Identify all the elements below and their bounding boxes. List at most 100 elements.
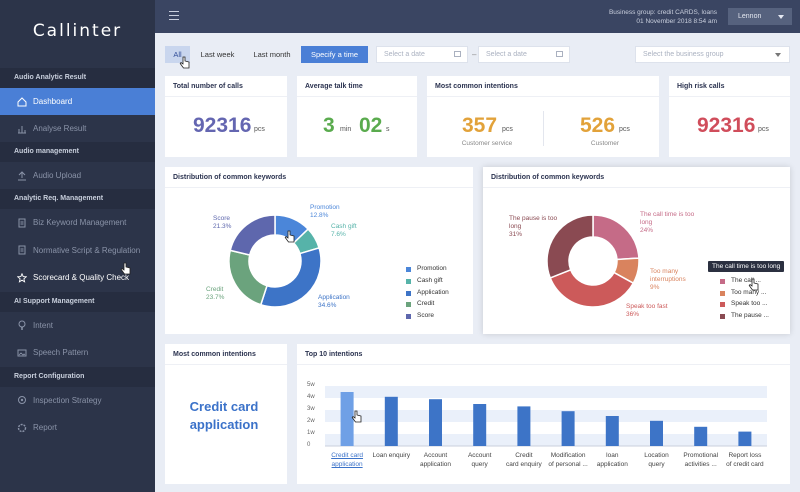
y-tick-label: 2w [307, 418, 315, 424]
business-group-select[interactable]: Select the business group [635, 46, 790, 63]
grid-band [325, 386, 767, 398]
legend-cash-gift[interactable]: Cash gift [406, 277, 443, 285]
legend-pause[interactable]: The pause ... [720, 312, 769, 320]
card-title: Most common intentions [173, 351, 256, 358]
legend-application[interactable]: Application [406, 289, 449, 297]
filter-last-month-button[interactable]: Last month [253, 50, 291, 59]
sidebar-item-scorecard[interactable]: Scorecard & Quality Check [0, 264, 155, 292]
upload-icon [18, 170, 26, 180]
date-from-input[interactable]: Select a date [376, 46, 468, 63]
label-credit: Credit 23.7% [206, 286, 225, 301]
bar-account-query[interactable] [473, 404, 487, 446]
bar-loan-enquiry[interactable] [384, 396, 398, 446]
total-calls-value: 92316 [193, 114, 252, 137]
bar-promotional-activities-[interactable] [694, 426, 708, 446]
x-tick-label[interactable]: Loan enquiry [372, 452, 411, 459]
bar-location-query[interactable] [650, 420, 663, 446]
sidebar-item-intent[interactable]: Intent [0, 312, 155, 340]
user-dropdown[interactable]: Lennon [728, 8, 792, 25]
top10-chart-card: Top 10 intentions [297, 344, 790, 484]
app-logo: Callinter [32, 21, 123, 41]
keywords-donut[interactable] [165, 167, 473, 334]
bar-loan-application[interactable] [605, 416, 619, 446]
donut-slice-credit[interactable] [228, 249, 268, 306]
intent-summary-card: Most common intentions [165, 344, 287, 484]
sidebar-item-label: Biz Keyword Management [33, 218, 127, 227]
sidebar-item-speech-pattern[interactable]: Speech Pattern [0, 339, 155, 367]
section-audio-analytic: Audio Analytic Result [0, 68, 155, 88]
common-intent-card: Most common intentions 357 pcs Customer … [427, 76, 659, 157]
x-tick-label[interactable]: Promotional activities ... [683, 452, 719, 468]
chevron-down-icon [778, 15, 784, 19]
donut-slice-score[interactable] [229, 214, 276, 256]
x-tick-label[interactable]: Credit card enquiry [506, 452, 542, 468]
avg-talk-card: Average talk time 3 min 02 s [297, 76, 417, 157]
card-title: Distribution of common keywords [173, 174, 287, 181]
donut-slice-the-pause-is-too-long[interactable] [546, 214, 594, 279]
label-call-time-too-long: The call time is too long 24% [640, 211, 695, 234]
card-title: Average talk time [305, 83, 363, 90]
sidebar-item-label: Audio Upload [33, 171, 82, 180]
y-tick-label: 1w [307, 430, 315, 436]
x-tick-label[interactable]: loan application [596, 452, 628, 468]
document-icon [18, 218, 26, 228]
risk-donut[interactable] [483, 167, 790, 334]
bar-credit-card-enquiry[interactable] [517, 406, 531, 446]
card-title: High risk calls [677, 83, 725, 90]
x-tick-label[interactable]: Credit card application [331, 452, 363, 468]
legend-call-time[interactable]: The call ... [720, 277, 761, 285]
legend-promotion[interactable]: Promotion [406, 265, 447, 273]
high-risk-value: 92316 [697, 114, 756, 137]
bar-account-application[interactable] [429, 399, 442, 446]
legend-score[interactable]: Score [406, 312, 434, 320]
bar-report-loss-of-credit-card[interactable] [738, 431, 752, 446]
sidebar-item-analyse-result[interactable]: Analyse Result [0, 115, 155, 142]
sidebar-item-report[interactable]: Report [0, 414, 155, 442]
filter-specify-time-button[interactable]: Specify a time [301, 46, 368, 63]
bar-modification-of-personal-[interactable] [561, 411, 575, 446]
sidebar-item-audio-upload[interactable]: Audio Upload [0, 162, 155, 189]
x-tick-label[interactable]: Location query [644, 452, 669, 468]
sidebar-item-label: Report [33, 423, 58, 432]
keywords-chart-card: Distribution of common keywords [165, 167, 473, 334]
home-icon [17, 96, 27, 106]
x-tick-label[interactable]: Report loss of credit card [726, 452, 764, 468]
date-to-input[interactable]: Select a date [478, 46, 570, 63]
calendar-icon [556, 51, 563, 57]
filter-last-week-button[interactable]: Last week [200, 50, 235, 59]
datetime-text: 01 November 2018 8:54 am [636, 18, 717, 25]
label-pause-too-long: The pause is too long 31% [509, 215, 558, 238]
sidebar-item-inspection-strategy[interactable]: Inspection Strategy [0, 387, 155, 415]
x-tick-label[interactable]: Account application [419, 452, 452, 468]
menu-icon[interactable] [169, 11, 179, 20]
label-speak-too-fast: Speak too fast 36% [626, 303, 668, 318]
legend-interruptions[interactable]: Too many ... [720, 289, 766, 297]
date-separator: – [472, 50, 477, 59]
avg-talk-min-unit: min [340, 126, 352, 133]
user-name: Lennon [738, 13, 762, 20]
risk-chart-card: Distribution of common keywords [483, 167, 790, 334]
business-group-text: Business group: credit CARDS, loans [608, 9, 717, 16]
image-icon [17, 349, 27, 357]
donut-slice-speak-too-fast[interactable] [549, 268, 635, 308]
avg-talk-sec: 02 [359, 114, 383, 137]
legend-credit[interactable]: Credit [406, 300, 434, 308]
sidebar-item-dashboard[interactable]: Dashboard [0, 88, 155, 115]
donut-slice-the-call-time-is-too-long[interactable] [592, 214, 640, 261]
legend-speak-fast[interactable]: Speak too ... [720, 300, 768, 308]
y-tick-label: 3w [307, 406, 315, 412]
bulb-icon [18, 320, 26, 331]
sidebar-item-normative-script[interactable]: Normative Script & Regulation [0, 237, 155, 265]
section-ai-support: AI Support Management [0, 291, 155, 312]
x-tick-label[interactable]: Modification of personal ... [548, 452, 588, 468]
bar-credit-card-application[interactable] [340, 392, 354, 446]
header-info: Business group: credit CARDS, loans 01 N… [609, 8, 717, 26]
card-title: Total number of calls [173, 83, 243, 90]
high-risk-card: High risk calls 92316 pcs [669, 76, 790, 157]
x-tick-label[interactable]: Account query [467, 452, 492, 468]
label-application: Application 34.6% [318, 294, 350, 309]
donut-slice-application[interactable] [259, 246, 322, 308]
sidebar-item-biz-keyword[interactable]: Biz Keyword Management [0, 209, 155, 237]
label-cash-gift: Cash gift 7.6% [331, 223, 357, 238]
document-icon [18, 245, 26, 255]
